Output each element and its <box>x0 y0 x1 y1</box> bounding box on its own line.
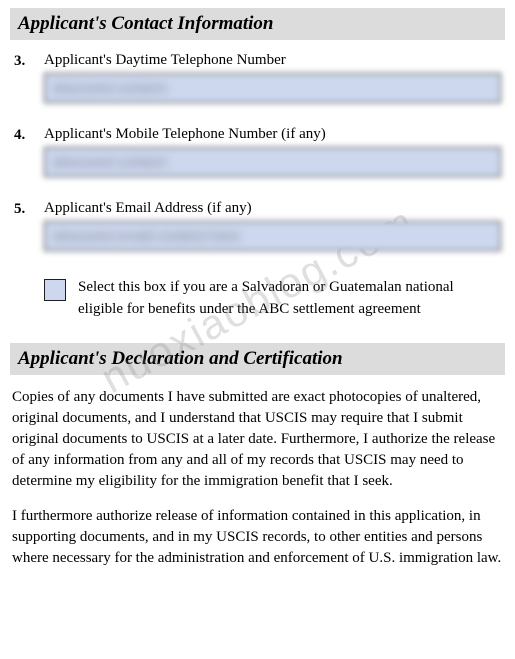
declaration-paragraph-2: I furthermore authorize release of infor… <box>10 506 505 569</box>
field-3-label: Applicant's Daytime Telephone Number <box>44 52 501 69</box>
field-6-label: Select this box if you are a Salvadoran … <box>78 277 501 321</box>
declaration-paragraph-1: Copies of any documents I have submitted… <box>10 387 505 492</box>
field-6-number: 6. <box>0 277 14 295</box>
section-contact-header: Applicant's Contact Information <box>10 8 505 40</box>
field-4-row: 4. Applicant's Mobile Telephone Number (… <box>10 126 505 195</box>
field-6-row: 6. Select this box if you are a Salvador… <box>10 277 505 321</box>
field-4-number: 4. <box>14 126 44 144</box>
field-3-row: 3. Applicant's Daytime Telephone Number <box>10 52 505 121</box>
field-5-label: Applicant's Email Address (if any) <box>44 200 501 217</box>
abc-settlement-checkbox[interactable] <box>44 279 66 301</box>
daytime-phone-input[interactable] <box>44 73 501 103</box>
field-3-number: 3. <box>14 52 44 70</box>
field-4-label: Applicant's Mobile Telephone Number (if … <box>44 126 501 143</box>
section-declaration-header: Applicant's Declaration and Certificatio… <box>10 343 505 375</box>
email-input[interactable] <box>44 221 501 251</box>
field-5-row: 5. Applicant's Email Address (if any) <box>10 200 505 269</box>
field-5-number: 5. <box>14 200 44 218</box>
mobile-phone-input[interactable] <box>44 147 501 177</box>
